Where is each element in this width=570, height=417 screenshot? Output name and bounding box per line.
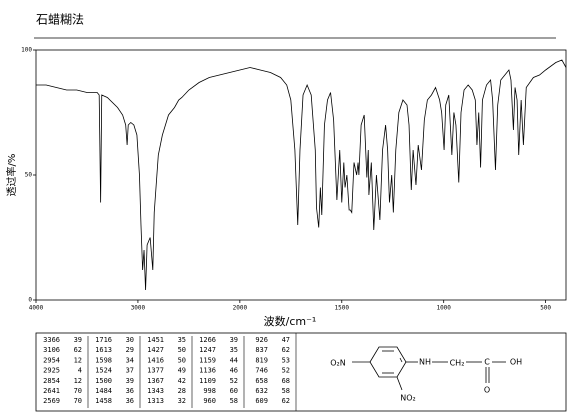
peak-wavenumber: 1500 bbox=[95, 377, 112, 385]
peak-transmittance: 50 bbox=[178, 346, 186, 354]
peak-wavenumber: 746 bbox=[255, 367, 268, 375]
x-axis-label: 波数/cm⁻¹ bbox=[264, 315, 317, 328]
peak-transmittance: 42 bbox=[178, 377, 186, 385]
peak-transmittance: 30 bbox=[126, 336, 134, 344]
peak-transmittance: 28 bbox=[178, 387, 186, 395]
peak-wavenumber: 998 bbox=[203, 387, 216, 395]
peak-transmittance: 34 bbox=[126, 356, 134, 364]
x-tick-label: 3000 bbox=[131, 305, 146, 312]
peak-transmittance: 68 bbox=[282, 377, 290, 385]
peak-wavenumber: 1484 bbox=[95, 387, 112, 395]
peak-wavenumber: 2925 bbox=[43, 367, 60, 375]
peak-transmittance: 35 bbox=[230, 346, 238, 354]
peak-transmittance: 44 bbox=[230, 356, 238, 364]
peak-wavenumber: 1427 bbox=[147, 346, 164, 354]
peak-wavenumber: 3106 bbox=[43, 346, 60, 354]
structure-label: NH bbox=[419, 358, 431, 367]
peak-transmittance: 12 bbox=[74, 356, 82, 364]
structure-label: C bbox=[484, 358, 490, 367]
table-frame bbox=[35, 332, 567, 412]
peak-transmittance: 52 bbox=[230, 377, 238, 385]
peak-wavenumber: 658 bbox=[255, 377, 268, 385]
peak-transmittance: 58 bbox=[230, 397, 238, 405]
peak-wavenumber: 1416 bbox=[147, 356, 164, 364]
peak-transmittance: 36 bbox=[126, 397, 134, 405]
peak-transmittance: 29 bbox=[126, 346, 134, 354]
y-axis-label: 透过率/% bbox=[5, 154, 18, 197]
peak-wavenumber: 837 bbox=[255, 346, 268, 354]
peak-wavenumber: 632 bbox=[255, 387, 268, 395]
peak-wavenumber: 1598 bbox=[95, 356, 112, 364]
peak-wavenumber: 1343 bbox=[147, 387, 164, 395]
peak-wavenumber: 2641 bbox=[43, 387, 60, 395]
peak-transmittance: 46 bbox=[230, 367, 238, 375]
peak-wavenumber: 1109 bbox=[199, 377, 216, 385]
peak-wavenumber: 1159 bbox=[199, 356, 216, 364]
y-tick-label: 50 bbox=[25, 172, 33, 179]
peak-wavenumber: 2954 bbox=[43, 356, 60, 364]
x-tick-label: 4000 bbox=[29, 305, 44, 312]
peak-transmittance: 70 bbox=[74, 397, 82, 405]
plot-frame bbox=[35, 49, 567, 301]
peak-transmittance: 60 bbox=[230, 387, 238, 395]
peak-wavenumber: 1377 bbox=[147, 367, 164, 375]
peak-wavenumber: 1524 bbox=[95, 367, 112, 375]
spectrum-line bbox=[36, 59, 567, 291]
peak-wavenumber: 926 bbox=[255, 336, 268, 344]
peak-wavenumber: 1247 bbox=[199, 346, 216, 354]
peak-transmittance: 62 bbox=[282, 397, 290, 405]
x-tick-label: 500 bbox=[540, 305, 551, 312]
peak-wavenumber: 1613 bbox=[95, 346, 112, 354]
peak-wavenumber: 1458 bbox=[95, 397, 112, 405]
structure-bonds bbox=[352, 346, 506, 391]
peak-wavenumber: 1266 bbox=[199, 336, 216, 344]
structure-label: CH₂ bbox=[450, 359, 465, 368]
table-dividers bbox=[87, 333, 297, 411]
peak-transmittance: 35 bbox=[178, 336, 186, 344]
peak-wavenumber: 1451 bbox=[147, 336, 164, 344]
peak-wavenumber: 960 bbox=[203, 397, 216, 405]
structure-label: O bbox=[484, 386, 490, 395]
structure-label: O₂N bbox=[330, 359, 346, 368]
peak-transmittance: 4 bbox=[78, 367, 82, 375]
peak-transmittance: 47 bbox=[282, 336, 290, 344]
peak-transmittance: 62 bbox=[74, 346, 82, 354]
x-tick-label: 1500 bbox=[335, 305, 350, 312]
peak-transmittance: 50 bbox=[178, 356, 186, 364]
peak-transmittance: 39 bbox=[126, 377, 134, 385]
peak-wavenumber: 1716 bbox=[95, 336, 112, 344]
peak-wavenumber: 1313 bbox=[147, 397, 164, 405]
chart-title: 石蜡糊法 bbox=[36, 12, 84, 27]
peak-transmittance: 39 bbox=[230, 336, 238, 344]
peak-transmittance: 39 bbox=[74, 336, 82, 344]
peak-transmittance: 32 bbox=[178, 397, 186, 405]
peak-wavenumber: 1136 bbox=[199, 367, 216, 375]
peak-transmittance: 62 bbox=[282, 346, 290, 354]
x-tick-label: 2000 bbox=[233, 305, 248, 312]
peak-transmittance: 52 bbox=[282, 367, 290, 375]
peak-wavenumber: 819 bbox=[255, 356, 268, 364]
x-tick-label: 1000 bbox=[436, 305, 451, 312]
peak-transmittance: 70 bbox=[74, 387, 82, 395]
peak-wavenumber: 3366 bbox=[43, 336, 60, 344]
peak-transmittance: 53 bbox=[282, 356, 290, 364]
peak-transmittance: 36 bbox=[126, 387, 134, 395]
y-tick-label: 100 bbox=[21, 47, 32, 54]
peak-transmittance: 49 bbox=[178, 367, 186, 375]
peak-wavenumber: 2854 bbox=[43, 377, 60, 385]
peak-wavenumber: 2569 bbox=[43, 397, 60, 405]
structure-label: NO₂ bbox=[400, 394, 416, 403]
peak-wavenumber: 609 bbox=[255, 397, 268, 405]
structure-label: OH bbox=[510, 358, 522, 367]
peak-wavenumber: 1367 bbox=[147, 377, 164, 385]
peak-transmittance: 12 bbox=[74, 377, 82, 385]
peak-transmittance: 58 bbox=[282, 387, 290, 395]
y-tick-label: 0 bbox=[28, 297, 32, 304]
peak-transmittance: 37 bbox=[126, 367, 134, 375]
